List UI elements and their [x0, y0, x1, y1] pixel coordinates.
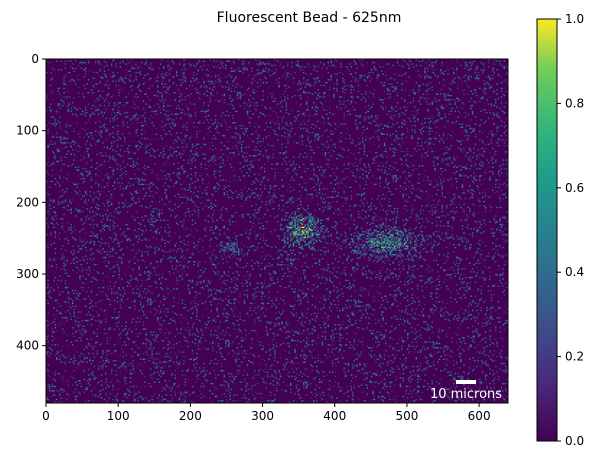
- colorbar-tick-label: 0.0: [565, 434, 584, 448]
- y-axis: 0 100 200 300 400: [16, 52, 46, 353]
- x-tick-label: 200: [179, 409, 202, 423]
- x-tick-label: 100: [107, 409, 130, 423]
- y-tick-label: 0: [31, 52, 39, 66]
- x-tick-label: 0: [42, 409, 50, 423]
- colorbar: 0.0 0.2 0.4 0.6 0.8 1.0: [536, 12, 584, 448]
- scale-bar-label: 10 microns: [430, 387, 502, 402]
- image-plot: [45, 58, 509, 404]
- x-tick-label: 300: [251, 409, 274, 423]
- colorbar-tick-label: 1.0: [565, 12, 584, 26]
- colorbar-tick-label: 0.4: [565, 265, 584, 279]
- scale-bar-annotation: 10 microns: [430, 380, 502, 402]
- plot-frame: [45, 58, 509, 404]
- colorbar-gradient: [536, 18, 558, 442]
- y-tick-label: 100: [16, 124, 39, 138]
- speckle-layer: [46, 59, 508, 403]
- y-tick-label: 400: [16, 339, 39, 353]
- colorbar-tick-label: 0.8: [565, 96, 584, 110]
- x-tick-label: 400: [323, 409, 346, 423]
- colorbar-tick-label: 0.6: [565, 181, 584, 195]
- x-tick-label: 500: [395, 409, 418, 423]
- chart-title: Fluorescent Bead - 625nm: [217, 10, 402, 26]
- colorbar-ticks: 0.0 0.2 0.4 0.6 0.8 1.0: [557, 12, 584, 448]
- x-axis: 0 100 200 300 400 500 600: [42, 403, 491, 423]
- colorbar-tick-label: 0.2: [565, 350, 584, 364]
- y-tick-label: 200: [16, 195, 39, 209]
- y-tick-label: 300: [16, 267, 39, 281]
- scale-bar: [456, 380, 476, 384]
- x-tick-label: 600: [468, 409, 491, 423]
